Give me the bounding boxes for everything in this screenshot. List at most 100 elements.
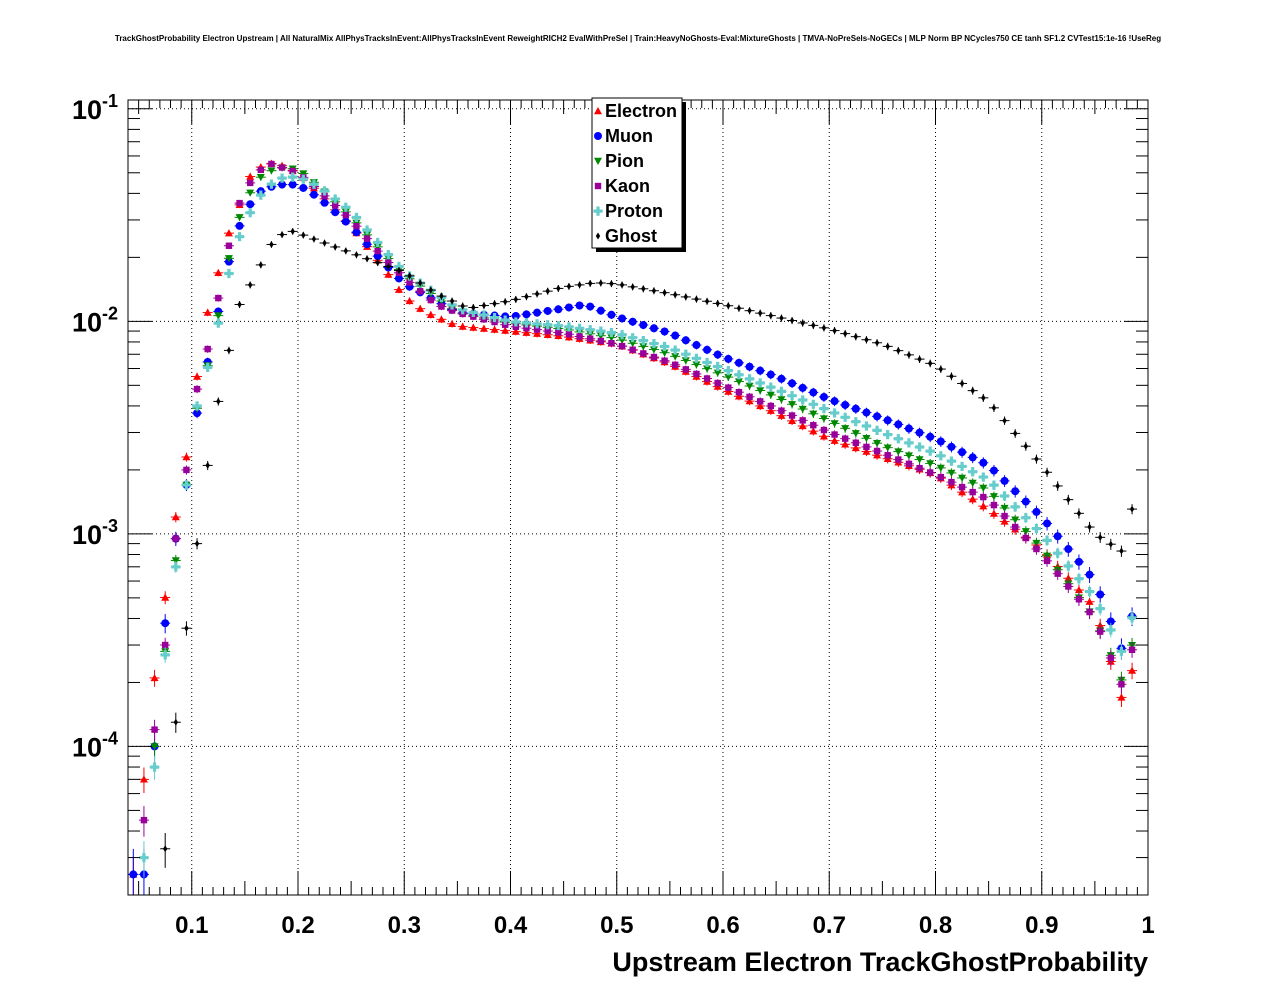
data-layer — [128, 159, 1138, 895]
data-point — [184, 624, 189, 632]
data-point — [756, 387, 765, 395]
data-point — [851, 430, 860, 438]
data-point — [734, 370, 744, 380]
data-point — [575, 301, 584, 310]
data-point — [162, 845, 168, 853]
data-point — [1119, 547, 1124, 555]
data-point — [1084, 586, 1095, 597]
data-point — [619, 281, 625, 289]
data-point — [1021, 497, 1030, 506]
data-point — [768, 312, 774, 320]
data-point — [311, 235, 317, 243]
data-point — [979, 458, 988, 467]
data-point — [214, 312, 223, 320]
data-point — [1074, 585, 1083, 594]
data-point — [330, 194, 340, 204]
data-point — [672, 291, 678, 299]
data-point — [757, 309, 763, 317]
data-point — [883, 444, 892, 452]
data-point — [448, 319, 457, 328]
data-point — [553, 321, 563, 331]
data-point — [723, 366, 733, 376]
data-point — [969, 488, 976, 496]
data-point — [800, 319, 805, 327]
data-point — [288, 172, 298, 182]
data-point — [205, 461, 210, 469]
data-point — [948, 478, 955, 486]
data-point — [1000, 504, 1009, 513]
data-point — [449, 297, 455, 305]
data-point — [331, 202, 339, 209]
data-point — [543, 320, 553, 330]
data-point — [171, 513, 180, 521]
data-point — [343, 247, 349, 255]
data-point — [1023, 442, 1029, 450]
data-point — [671, 331, 680, 340]
data-point — [481, 302, 487, 310]
plot-title: TrackGhostProbability Electron Upstream … — [114, 34, 1162, 43]
data-point — [149, 762, 160, 772]
data-point — [713, 369, 722, 377]
data-point — [681, 349, 691, 359]
data-point — [947, 442, 956, 451]
data-point — [799, 417, 806, 424]
legend-marker — [593, 206, 603, 216]
data-point — [958, 483, 966, 491]
data-point — [713, 361, 723, 372]
data-point — [194, 540, 200, 548]
data-point — [502, 298, 508, 306]
data-point — [630, 283, 635, 291]
data-point — [904, 452, 913, 460]
data-point — [747, 307, 752, 315]
data-point — [351, 212, 362, 223]
data-point — [1085, 597, 1094, 605]
x-tick-label: 0.4 — [494, 912, 528, 939]
data-point — [883, 416, 892, 425]
data-point — [989, 493, 998, 501]
data-point — [926, 460, 935, 468]
data-point — [981, 394, 986, 402]
data-point — [1129, 505, 1135, 513]
data-point — [256, 174, 265, 182]
data-point — [702, 357, 712, 368]
data-point — [596, 326, 606, 336]
data-point — [309, 190, 318, 199]
data-point — [1128, 666, 1137, 674]
data-point — [1117, 693, 1126, 701]
data-point — [193, 409, 202, 418]
data-point — [788, 412, 796, 419]
data-point — [490, 325, 499, 333]
data-point — [776, 386, 787, 396]
data-point — [193, 372, 202, 380]
data-point — [534, 290, 540, 298]
legend-marker — [594, 132, 602, 140]
data-point — [681, 357, 690, 365]
data-point — [258, 261, 264, 269]
data-point — [895, 456, 902, 463]
data-point — [788, 379, 797, 388]
data-point — [448, 307, 456, 314]
data-point — [734, 358, 743, 367]
data-point — [363, 240, 372, 249]
data-point — [471, 303, 476, 311]
data-point — [778, 407, 785, 414]
data-point — [915, 456, 924, 464]
data-point — [437, 315, 446, 323]
data-point — [1075, 596, 1083, 603]
data-point — [651, 287, 657, 295]
data-point — [299, 183, 308, 192]
data-point — [416, 288, 424, 295]
data-point — [203, 308, 212, 316]
data-point — [798, 421, 807, 430]
data-point — [925, 446, 935, 456]
data-point — [299, 170, 308, 178]
data-point — [863, 443, 870, 451]
data-point — [427, 296, 435, 304]
data-point — [354, 251, 359, 259]
data-point — [160, 650, 170, 660]
data-point — [139, 775, 148, 783]
data-point — [1116, 646, 1127, 656]
data-point — [683, 293, 689, 301]
data-point — [968, 479, 977, 487]
data-point — [1044, 468, 1050, 476]
